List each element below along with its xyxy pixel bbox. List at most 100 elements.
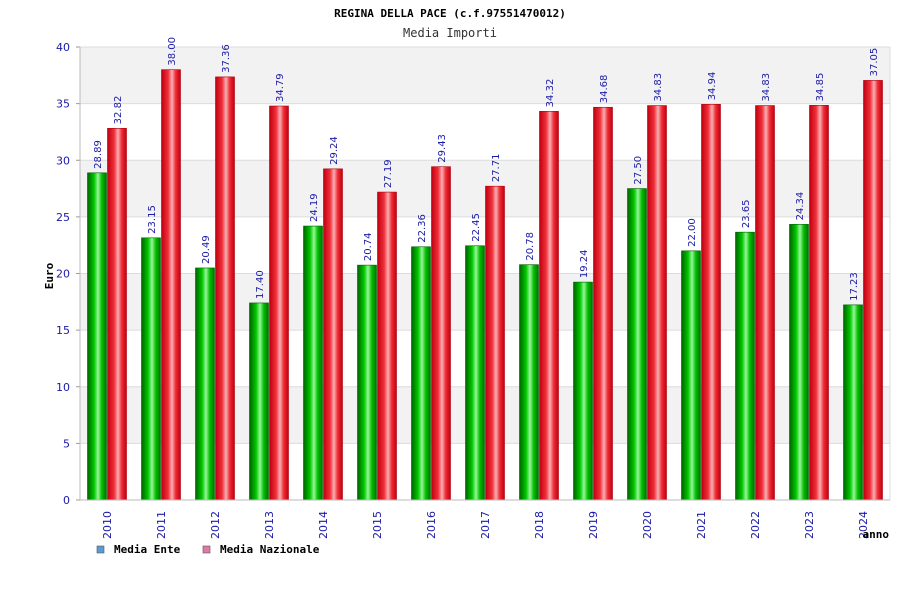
bar-media-nazionale	[377, 191, 397, 501]
bar-value-label: 34.32	[545, 79, 556, 108]
bar-media-ente	[519, 264, 539, 501]
x-tick-label: 2016	[425, 511, 438, 539]
y-axis: 0 5 10 15 20 25 30 35 40	[56, 41, 891, 507]
plot-background	[80, 47, 890, 500]
plot-band	[80, 47, 890, 104]
bar-value-label: 22.36	[417, 214, 428, 243]
bar-value-label: 24.34	[795, 192, 806, 221]
legend: Media Ente Media Nazionale	[96, 543, 320, 556]
bar-media-nazionale	[701, 104, 721, 501]
bar-value-label: 23.65	[741, 200, 752, 229]
legend-label: Media Ente	[114, 543, 181, 556]
bar-media-nazionale	[809, 105, 829, 501]
bar-value-label: 38.00	[167, 37, 178, 66]
y-tick-label: 0	[63, 494, 70, 507]
x-axis-label: anno	[863, 528, 890, 541]
bar-value-label: 34.68	[599, 75, 610, 104]
bar-media-nazionale	[863, 80, 883, 501]
bar-value-label: 34.79	[275, 73, 286, 102]
x-tick-label: 2020	[641, 511, 654, 539]
bar-media-nazionale	[431, 166, 451, 501]
bar-value-label: 27.50	[633, 156, 644, 185]
x-tick-label: 2018	[533, 511, 546, 539]
bar-media-ente	[87, 172, 107, 501]
bar-media-ente	[735, 231, 755, 501]
bar-value-label: 24.19	[309, 193, 320, 222]
chart-subtitle: Media Importi	[403, 26, 497, 40]
bar-media-ente	[357, 264, 377, 501]
x-tick-label: 2021	[695, 511, 708, 539]
bar-media-ente	[789, 224, 809, 501]
bar-media-ente	[573, 281, 593, 501]
y-tick-label: 5	[63, 437, 70, 450]
legend-swatch	[96, 545, 105, 554]
bar-media-nazionale	[647, 105, 667, 501]
bar-value-label: 17.23	[849, 272, 860, 301]
bar-value-label: 20.78	[525, 232, 536, 261]
bar-media-ente	[141, 237, 161, 501]
bar-media-nazionale	[755, 105, 775, 501]
plot-band	[80, 103, 890, 161]
bar-value-label: 17.40	[255, 270, 266, 299]
bar-media-nazionale	[323, 168, 343, 501]
bar-media-ente	[465, 245, 485, 501]
bar-media-nazionale	[161, 69, 181, 501]
x-tick-label: 2017	[479, 511, 492, 539]
bar-media-ente	[411, 246, 431, 501]
bar-media-nazionale	[269, 105, 289, 501]
bar-media-nazionale	[215, 76, 235, 501]
x-tick-label: 2023	[803, 511, 816, 539]
x-tick-label: 2013	[263, 511, 276, 539]
bar-media-nazionale	[539, 111, 559, 501]
bar-media-nazionale	[485, 185, 505, 501]
plot-band	[80, 330, 890, 387]
bar-value-label: 22.45	[471, 213, 482, 242]
bar-value-label: 34.83	[761, 73, 772, 102]
bar-media-ente	[303, 225, 323, 501]
bar-value-label: 37.36	[221, 44, 232, 73]
bar-value-label: 23.15	[147, 205, 158, 234]
x-tick-label: 2019	[587, 511, 600, 539]
x-tick-label: 2012	[209, 511, 222, 539]
x-axis: 2010 2011 2012 2013 2014 2015 2016 2017 2018 2019…	[80, 499, 890, 539]
bar-value-label: 22.00	[687, 218, 698, 247]
y-tick-label: 15	[56, 324, 70, 337]
legend-swatch	[202, 545, 211, 554]
bar-value-label: 20.49	[201, 235, 212, 264]
bar-media-nazionale	[593, 106, 613, 501]
plot-band	[80, 386, 890, 444]
plot-band	[80, 273, 890, 331]
bar-media-ente	[249, 302, 269, 501]
bar-value-label: 34.83	[653, 73, 664, 102]
y-axis-label: Euro	[43, 262, 56, 289]
y-tick-label: 10	[56, 381, 70, 394]
legend-label: Media Nazionale	[220, 543, 320, 556]
x-tick-label: 2010	[101, 511, 114, 539]
x-tick-label: 2022	[749, 511, 762, 539]
bar-value-label: 20.74	[363, 232, 374, 261]
bar-value-label: 37.05	[869, 48, 880, 77]
chart-title: REGINA DELLA PACE (c.f.97551470012)	[334, 7, 566, 20]
bar-value-label: 29.43	[437, 134, 448, 163]
y-tick-label: 35	[56, 98, 70, 111]
bar-media-nazionale	[107, 128, 127, 501]
plot-band	[80, 443, 890, 500]
bar-value-label: 27.19	[383, 159, 394, 188]
y-tick-label: 25	[56, 211, 70, 224]
x-tick-label: 2024	[857, 511, 870, 539]
bar-value-label: 34.94	[707, 72, 718, 101]
bar-value-label: 32.82	[113, 96, 124, 125]
plot-band	[80, 160, 890, 217]
bar-media-ente	[681, 250, 701, 501]
x-tick-label: 2011	[155, 511, 168, 539]
y-tick-label: 40	[56, 41, 70, 54]
bar-value-label: 27.71	[491, 154, 502, 183]
bar-media-ente	[195, 267, 215, 501]
bar-value-label: 34.85	[815, 73, 826, 102]
bars-group: 28.89 32.82 23.15 38.00 20.49 37.36 17.40 34.79…	[87, 37, 883, 501]
x-tick-label: 2014	[317, 511, 330, 539]
y-tick-label: 20	[56, 268, 70, 281]
bar-value-label: 28.89	[93, 140, 104, 169]
y-tick-label: 30	[56, 154, 70, 167]
